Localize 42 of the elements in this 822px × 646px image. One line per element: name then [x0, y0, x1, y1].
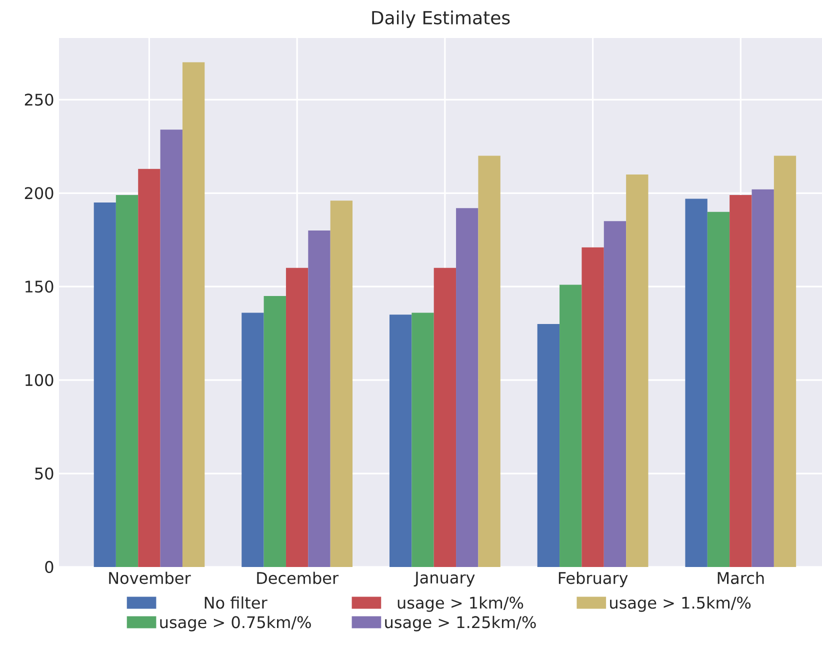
- bar: [707, 212, 730, 567]
- bar: [685, 198, 708, 567]
- bar: [434, 268, 456, 567]
- bar: [626, 174, 648, 567]
- bar: [456, 208, 478, 567]
- bar: [308, 230, 330, 567]
- y-tick-label: 0: [45, 560, 54, 574]
- bar: [330, 200, 353, 567]
- bar: [160, 130, 182, 567]
- bar: [182, 62, 205, 567]
- bar: [242, 312, 264, 567]
- bar: [389, 314, 412, 567]
- bar: [730, 195, 752, 567]
- series-label: No filter: [204, 596, 268, 609]
- bar: [478, 156, 500, 567]
- legend-label: usage > 1.25km/%: [385, 616, 536, 632]
- y-tick-label: 50: [35, 467, 54, 480]
- bar: [537, 324, 560, 567]
- bar: [604, 221, 626, 567]
- bar: [582, 247, 604, 567]
- bar: [752, 189, 774, 567]
- legend-label: usage > 1km/%: [398, 596, 524, 612]
- bar: [774, 156, 796, 567]
- bar: [264, 296, 286, 567]
- bar: [412, 312, 434, 567]
- legend-label: usage > 1.5km/%: [610, 596, 751, 612]
- bar: [560, 284, 582, 567]
- x-tick-label: November: [109, 572, 191, 584]
- y-tick-label: 100: [26, 374, 54, 386]
- bar: [286, 268, 308, 567]
- legend-label: usage > 0.75km/%: [160, 616, 311, 632]
- x-tick-label: February: [558, 572, 628, 588]
- x-tick-label: March: [718, 572, 764, 584]
- y-tick-label: 150: [26, 280, 54, 293]
- x-tick-label: January: [414, 572, 475, 587]
- chart-title: Daily Estimates: [372, 10, 510, 28]
- x-tick-label: December: [257, 572, 339, 584]
- y-tick-label: 250: [24, 94, 54, 106]
- bar: [138, 168, 160, 567]
- y-tick-label: 200: [24, 187, 54, 200]
- bar: [116, 195, 138, 567]
- bar: [94, 202, 116, 567]
